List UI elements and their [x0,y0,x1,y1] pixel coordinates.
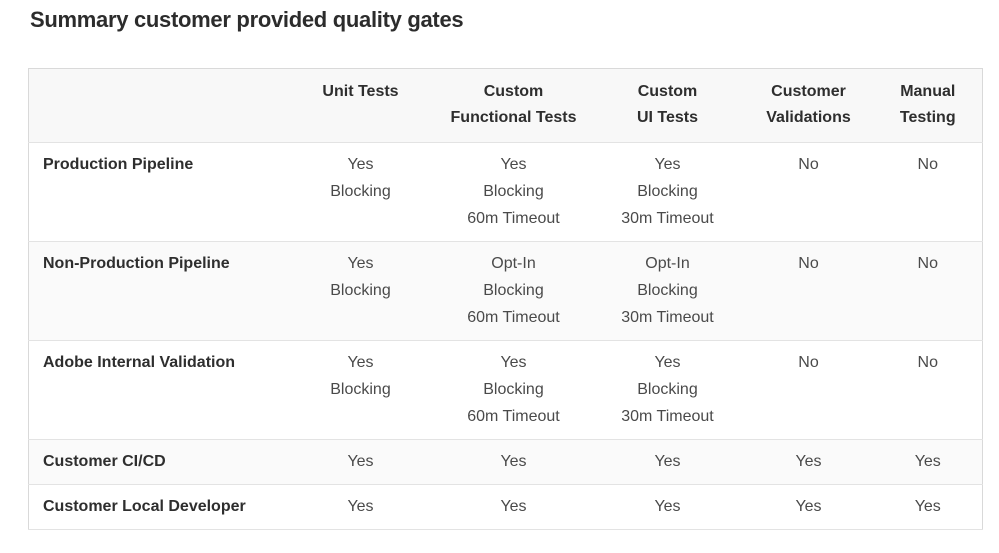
row-label: Adobe Internal Validation [28,340,286,440]
cell-custom-ui-tests: Yes Blocking 30m Timeout [591,142,744,242]
cell-line: Blocking [330,183,391,200]
cell-line: Blocking [637,381,698,398]
cell-manual-testing: Yes [873,439,983,485]
cell-customer-validations: Yes [743,484,874,530]
cell-line: Yes [914,498,941,515]
cell-manual-testing: No [873,241,983,341]
cell-manual-testing: No [873,142,983,242]
row-label: Non-Production Pipeline [28,241,286,341]
cell-custom-ui-tests: Opt-In Blocking 30m Timeout [591,241,744,341]
cell-custom-functional-tests: Yes [435,484,592,530]
cell-line: Opt-In [491,255,536,272]
header-line: Functional Tests [450,109,577,126]
cell-line: 30m Timeout [621,408,714,425]
column-header-custom-ui-tests: Custom UI Tests [591,68,744,143]
column-header-unit-tests: Unit Tests [285,68,436,143]
cell-unit-tests: Yes Blocking [285,142,436,242]
header-row: Unit Tests Custom Functional Tests Custo… [28,68,983,143]
cell-customer-validations: Yes [743,439,874,485]
cell-line: Yes [347,354,374,371]
table-row-customer-ci-cd: Customer CI/CD Yes Yes Yes Yes Yes [28,439,983,485]
cell-line: Yes [654,453,681,470]
cell-customer-validations: No [743,340,874,440]
cell-line: Blocking [637,183,698,200]
cell-line: Yes [654,354,681,371]
cell-line: Blocking [483,282,544,299]
cell-line: Yes [347,156,374,173]
table-row-non-production-pipeline: Non-Production Pipeline Yes Blocking Opt… [28,241,983,341]
cell-line: No [917,156,938,173]
cell-line: Blocking [483,183,544,200]
cell-line: Yes [654,156,681,173]
quality-gates-table: Unit Tests Custom Functional Tests Custo… [28,68,983,530]
cell-line: Yes [347,255,374,272]
header-line: UI Tests [636,109,699,126]
cell-line: No [798,156,819,173]
cell-line: 60m Timeout [467,408,560,425]
cell-custom-functional-tests: Yes Blocking 60m Timeout [435,142,592,242]
column-header-manual-testing: Manual Testing [873,68,983,143]
header-line: Custom [483,83,544,100]
header-line: Manual [900,83,956,100]
column-header-customer-validations: Customer Validations [743,68,874,143]
cell-line: No [917,354,938,371]
cell-line: Yes [795,453,822,470]
cell-line: Yes [654,498,681,515]
cell-line: Yes [795,498,822,515]
cell-line: Blocking [637,282,698,299]
row-label: Production Pipeline [28,142,286,242]
cell-line: No [798,354,819,371]
cell-unit-tests: Yes Blocking [285,241,436,341]
cell-custom-functional-tests: Opt-In Blocking 60m Timeout [435,241,592,341]
cell-line: Yes [500,156,527,173]
cell-line: Yes [500,354,527,371]
header-line: Testing [899,109,956,126]
cell-line: 60m Timeout [467,210,560,227]
cell-customer-validations: No [743,142,874,242]
cell-line: Opt-In [645,255,690,272]
table-header: Unit Tests Custom Functional Tests Custo… [28,68,983,143]
cell-line: No [917,255,938,272]
table-body: Production Pipeline Yes Blocking Yes Blo… [28,142,983,530]
cell-line: 60m Timeout [467,309,560,326]
cell-manual-testing: No [873,340,983,440]
column-header-blank [28,68,286,143]
cell-unit-tests: Yes [285,484,436,530]
cell-custom-ui-tests: Yes Blocking 30m Timeout [591,340,744,440]
cell-line: Blocking [330,381,391,398]
cell-custom-ui-tests: Yes [591,484,744,530]
cell-line: 30m Timeout [621,309,714,326]
header-line: Validations [766,109,851,126]
table-row-customer-local-developer: Customer Local Developer Yes Yes Yes Yes… [28,484,983,530]
cell-line: Yes [347,498,374,515]
cell-line: Yes [914,453,941,470]
cell-customer-validations: No [743,241,874,341]
cell-unit-tests: Yes [285,439,436,485]
cell-custom-functional-tests: Yes Blocking 60m Timeout [435,340,592,440]
cell-line: Yes [500,453,527,470]
cell-line: Yes [500,498,527,515]
cell-line: Yes [347,453,374,470]
cell-manual-testing: Yes [873,484,983,530]
row-label: Customer CI/CD [28,439,286,485]
cell-line: No [798,255,819,272]
row-label: Customer Local Developer [28,484,286,530]
cell-custom-ui-tests: Yes [591,439,744,485]
cell-unit-tests: Yes Blocking [285,340,436,440]
cell-custom-functional-tests: Yes [435,439,592,485]
cell-line: 30m Timeout [621,210,714,227]
page-title: Summary customer provided quality gates [30,7,464,32]
header-line: Unit Tests [322,83,399,100]
cell-line: Blocking [483,381,544,398]
table-row-adobe-internal-validation: Adobe Internal Validation Yes Blocking Y… [28,340,983,440]
cell-line: Blocking [330,282,391,299]
header-line: Customer [771,83,846,100]
table-row-production-pipeline: Production Pipeline Yes Blocking Yes Blo… [28,142,983,242]
column-header-custom-functional-tests: Custom Functional Tests [435,68,592,143]
header-line: Custom [637,83,698,100]
